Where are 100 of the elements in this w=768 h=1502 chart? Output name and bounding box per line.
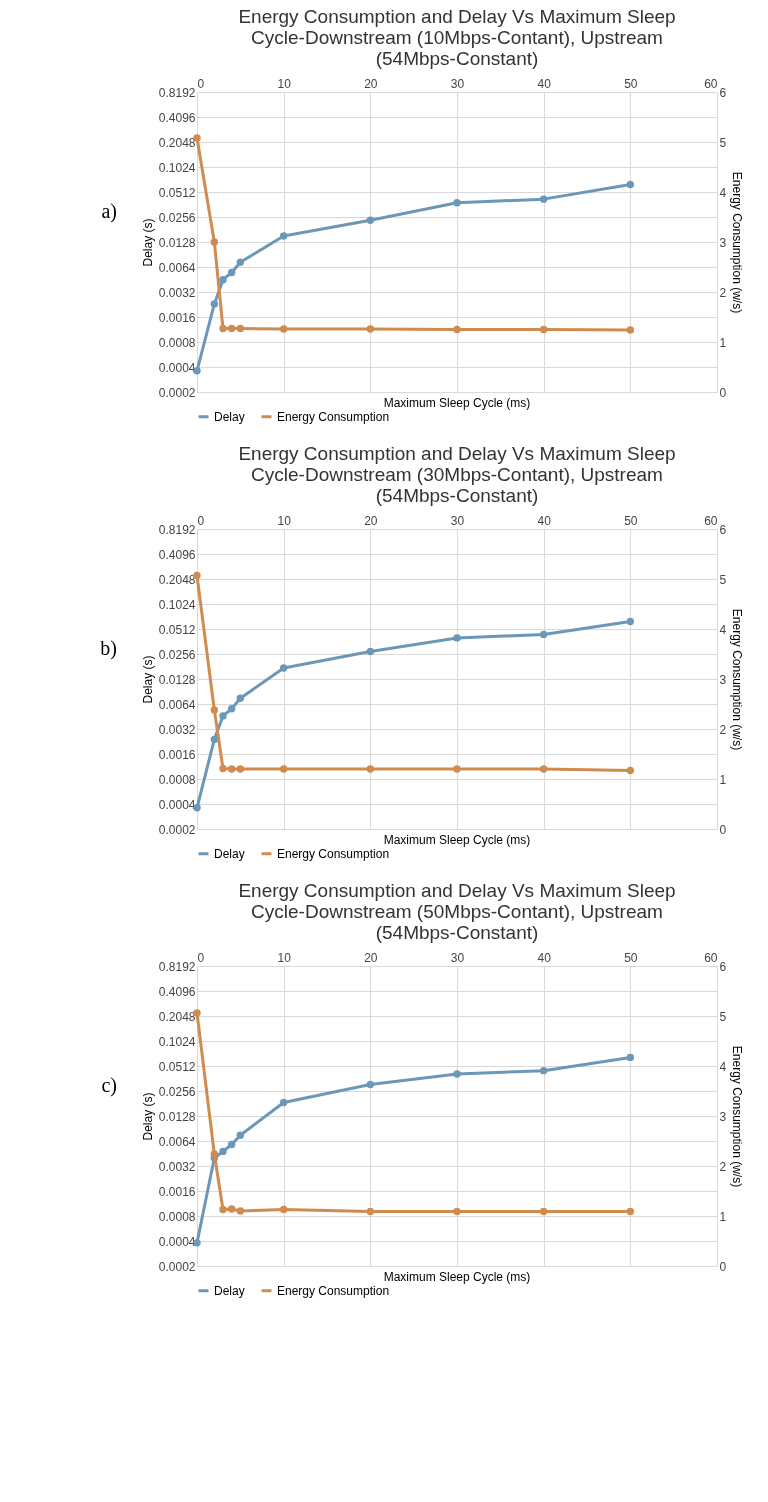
- y2-tick-label: 1: [719, 1209, 727, 1224]
- y2-tick-label: 0: [719, 385, 727, 400]
- point: [219, 276, 227, 284]
- y-tick-label: 0.0032: [158, 1159, 196, 1174]
- y-tick-label: 0.0016: [158, 747, 196, 762]
- y2-tick-label: 3: [719, 235, 727, 250]
- y2-tick-label: 4: [719, 1059, 727, 1074]
- point: [279, 664, 288, 672]
- point: [626, 180, 635, 189]
- y2-tick-label: 5: [719, 135, 727, 150]
- y2-axis-title: Energy Consumption (w/s): [730, 171, 745, 314]
- y2-tick-label: 4: [719, 185, 727, 200]
- y-tick-label: 0.0004: [158, 1234, 196, 1249]
- legend-label: Energy Consumption: [277, 1283, 390, 1298]
- y-axis-title: Delay (s): [140, 218, 155, 267]
- y-tick-label: 0.0128: [158, 235, 196, 250]
- y-tick-label: 0.1024: [158, 597, 196, 612]
- point: [227, 1140, 236, 1149]
- point: [453, 634, 461, 642]
- y-tick-label: 0.0256: [158, 647, 196, 662]
- text: b): [100, 637, 117, 660]
- y-tick-label: 0.2048: [158, 1009, 196, 1024]
- x-axis-title: Maximum Sleep Cycle (ms): [383, 833, 531, 847]
- x-axis-title: Maximum Sleep Cycle (ms): [383, 1270, 531, 1284]
- y-tick-label: 0.0008: [158, 335, 196, 350]
- y2-tick-label: 1: [719, 772, 727, 787]
- x-tick-label: 20: [364, 950, 378, 965]
- point: [366, 1080, 375, 1089]
- y2-tick-label: 2: [719, 285, 727, 300]
- point: [626, 1053, 635, 1062]
- point: [210, 300, 219, 308]
- y-tick-label: 0.0004: [158, 797, 196, 812]
- point: [279, 232, 288, 240]
- y-tick-label: 0.0256: [158, 210, 196, 225]
- y2-tick-label: 6: [719, 522, 727, 537]
- x-tick-label: 0: [197, 513, 205, 528]
- x-tick-label: 10: [277, 76, 292, 91]
- y2-tick-label: 5: [719, 1009, 727, 1024]
- y-tick-label: 0.4096: [158, 547, 196, 562]
- y-tick-label: 0.1024: [158, 1034, 196, 1049]
- y-tick-label: 0.0002: [158, 822, 196, 837]
- y-tick-label: 0.4096: [158, 984, 196, 999]
- y2-tick-label: 3: [719, 1109, 727, 1124]
- y-tick-label: 0.4096: [158, 110, 196, 125]
- y2-axis-title: Energy Consumption (w/s): [730, 1045, 745, 1188]
- x-tick-label: 50: [624, 76, 638, 91]
- point: [366, 647, 375, 656]
- y-tick-label: 0.0256: [158, 1084, 196, 1099]
- x-tick-label: 40: [537, 513, 552, 528]
- y-tick-label: 0.0064: [158, 697, 196, 712]
- text: c): [101, 1074, 117, 1097]
- point: [210, 735, 219, 744]
- y-tick-label: 0.0064: [158, 1134, 196, 1149]
- y2-tick-label: 0: [719, 822, 727, 837]
- point: [366, 216, 375, 224]
- y-tick-label: 0.2048: [158, 572, 196, 587]
- text: a): [101, 200, 117, 223]
- point: [236, 258, 245, 266]
- y-tick-label: 0.0032: [158, 285, 196, 300]
- x-tick-label: 30: [450, 950, 465, 965]
- x-tick-label: 60: [704, 950, 718, 965]
- point: [227, 268, 236, 277]
- y-tick-label: 0.1024: [158, 160, 196, 175]
- point: [626, 617, 635, 626]
- point: [219, 1147, 227, 1156]
- y-tick-label: 0.8192: [158, 85, 196, 100]
- x-tick-label: 0: [197, 76, 205, 91]
- y-tick-label: 0.8192: [158, 522, 196, 537]
- point: [227, 705, 236, 713]
- y-tick-label: 0.0512: [158, 622, 196, 637]
- point: [539, 195, 548, 203]
- x-tick-label: 10: [277, 513, 292, 528]
- legend-label: Energy Consumption: [277, 846, 390, 861]
- point: [219, 712, 227, 720]
- point: [236, 1131, 245, 1139]
- x-tick-label: 50: [624, 950, 638, 965]
- legend-label: Delay: [214, 1283, 245, 1298]
- y-axis-title: Delay (s): [140, 1092, 155, 1141]
- x-tick-label: 60: [704, 513, 718, 528]
- point: [539, 1066, 548, 1075]
- y-tick-label: 0.0032: [158, 722, 196, 737]
- y2-tick-label: 4: [719, 622, 727, 637]
- legend-label: Energy Consumption: [277, 409, 390, 424]
- point: [193, 367, 201, 375]
- y-tick-label: 0.0004: [158, 360, 196, 375]
- point: [193, 804, 201, 812]
- y-tick-label: 0.0016: [158, 310, 196, 325]
- y-tick-label: 0.0002: [158, 1259, 196, 1274]
- x-tick-label: 10: [277, 950, 292, 965]
- chart-title: Energy Consumption and Delay Vs Maximum Sleep Cycle-Downstream (50Mbps-Contant), Upstream (54Mbps-Constant): [238, 880, 676, 943]
- x-tick-label: 40: [537, 76, 552, 91]
- y-tick-label: 0.0064: [158, 260, 196, 275]
- y2-tick-label: 6: [719, 959, 727, 974]
- x-tick-label: 30: [450, 513, 465, 528]
- point: [453, 1070, 461, 1078]
- x-tick-label: 20: [364, 513, 378, 528]
- y2-tick-label: 2: [719, 722, 727, 737]
- legend-label: Delay: [214, 409, 245, 424]
- y-tick-label: 0.0008: [158, 1209, 196, 1224]
- x-tick-label: 0: [197, 950, 205, 965]
